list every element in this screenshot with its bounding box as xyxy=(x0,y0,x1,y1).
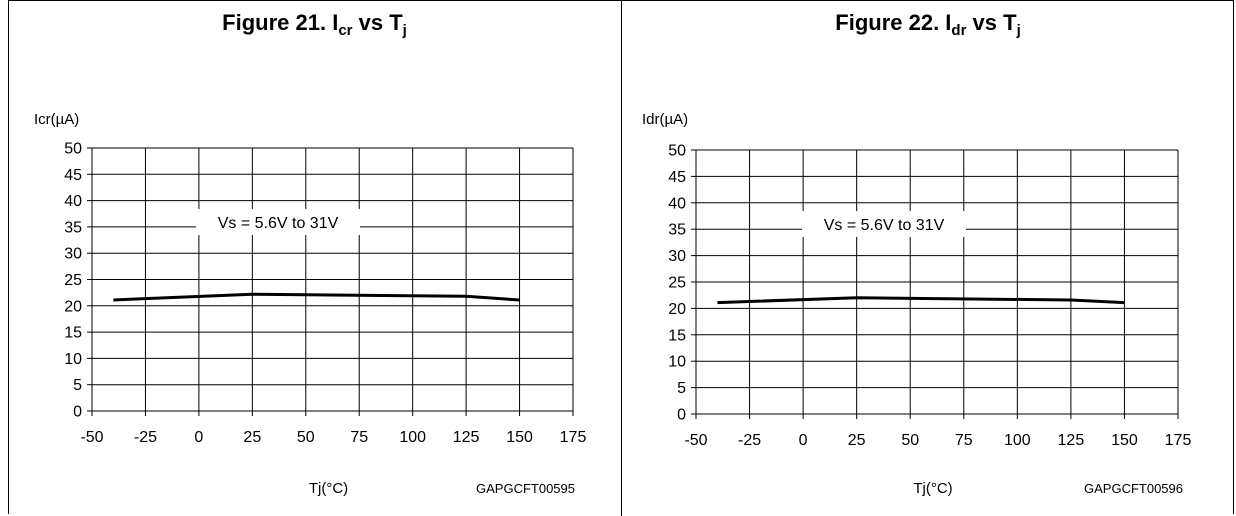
y-tick-label: 50 xyxy=(668,143,686,160)
x-tick-label: 125 xyxy=(453,429,480,446)
y-tick-label: 0 xyxy=(677,407,686,424)
y-tick-label: 50 xyxy=(64,141,82,158)
x-tick-label: 50 xyxy=(297,429,315,446)
annotation-background xyxy=(196,209,360,235)
x-tick-label: 25 xyxy=(848,432,866,449)
x-tick-label: 100 xyxy=(399,429,426,446)
series-line xyxy=(113,292,520,302)
y-tick-label: 0 xyxy=(73,404,82,421)
figure-21-title: Figure 21. Icr vs Tj xyxy=(222,10,407,39)
figure-code: GAPGCFT00596 xyxy=(1084,481,1183,496)
x-tick-label: 150 xyxy=(1111,432,1138,449)
y-tick-label: 30 xyxy=(64,246,82,263)
y-axis-label: Idr(µA) xyxy=(642,111,688,128)
y-tick-label: 35 xyxy=(668,222,686,239)
x-tick-label: 75 xyxy=(350,429,368,446)
y-tick-label: 25 xyxy=(668,275,686,292)
y-tick-label: 10 xyxy=(64,351,82,368)
series-line xyxy=(717,296,1125,305)
y-tick-label: 45 xyxy=(668,169,686,186)
figure-22-chart: 0 5 10 15 20 25 30 35 40 45 50 -50 -25 0 25 50 75 100 125 1… xyxy=(642,111,1192,497)
y-tick-label: 15 xyxy=(668,327,686,344)
y-tick-label: 35 xyxy=(64,219,82,236)
annotation-label: Vs = 5.6V to 31V xyxy=(824,217,945,234)
y-tick-label: 40 xyxy=(668,195,686,212)
x-tick-label: -25 xyxy=(134,429,157,446)
y-tick-label: 40 xyxy=(64,193,82,210)
x-tick-label: -50 xyxy=(684,432,707,449)
figure-22-title: Figure 22. Idr vs Tj xyxy=(835,10,1021,39)
x-axis-label: Tj(°C) xyxy=(309,480,348,497)
x-tick-label: 175 xyxy=(560,429,587,446)
y-tick-label: 15 xyxy=(64,325,82,342)
x-tick-label: 175 xyxy=(1165,432,1192,449)
y-tick-label: 45 xyxy=(64,167,82,184)
x-axis-label: Tj(°C) xyxy=(913,480,952,497)
annotation-background xyxy=(802,211,966,237)
y-tick-label: 30 xyxy=(668,248,686,265)
panel-divider xyxy=(621,0,622,516)
x-tick-label: 50 xyxy=(901,432,919,449)
x-tick-label: -25 xyxy=(738,432,761,449)
x-tick-label: 0 xyxy=(194,429,203,446)
figure-21-panel: Figure 21. Icr vs Tj 0 5 10 15 20 25 30 35 40 45 5… xyxy=(8,0,621,516)
annotation-label: Vs = 5.6V to 31V xyxy=(218,215,339,232)
y-tick-label: 5 xyxy=(677,380,686,397)
y-tick-label: 10 xyxy=(668,354,686,371)
x-tick-label: 25 xyxy=(243,429,261,446)
x-tick-label: 100 xyxy=(1004,432,1031,449)
x-tick-label: 75 xyxy=(955,432,973,449)
y-axis-label: Icr(µA) xyxy=(34,111,79,128)
y-tick-label: 20 xyxy=(64,298,82,315)
x-tick-label: 150 xyxy=(506,429,533,446)
x-tick-label: 0 xyxy=(799,432,808,449)
y-tick-label: 5 xyxy=(73,377,82,394)
x-tick-label: 125 xyxy=(1058,432,1085,449)
figure-code: GAPGCFT00595 xyxy=(476,481,575,496)
y-tick-label: 25 xyxy=(64,272,82,289)
figure-22-panel: Figure 22. Idr vs Tj 0 5 10 15 20 25 30 35 40 45 5… xyxy=(622,0,1234,516)
x-tick-label: -50 xyxy=(80,429,103,446)
y-tick-label: 20 xyxy=(668,301,686,318)
figure-21-chart: 0 5 10 15 20 25 30 35 40 45 50 -50 -25 0 25 50 75 100 125 1… xyxy=(34,111,587,497)
